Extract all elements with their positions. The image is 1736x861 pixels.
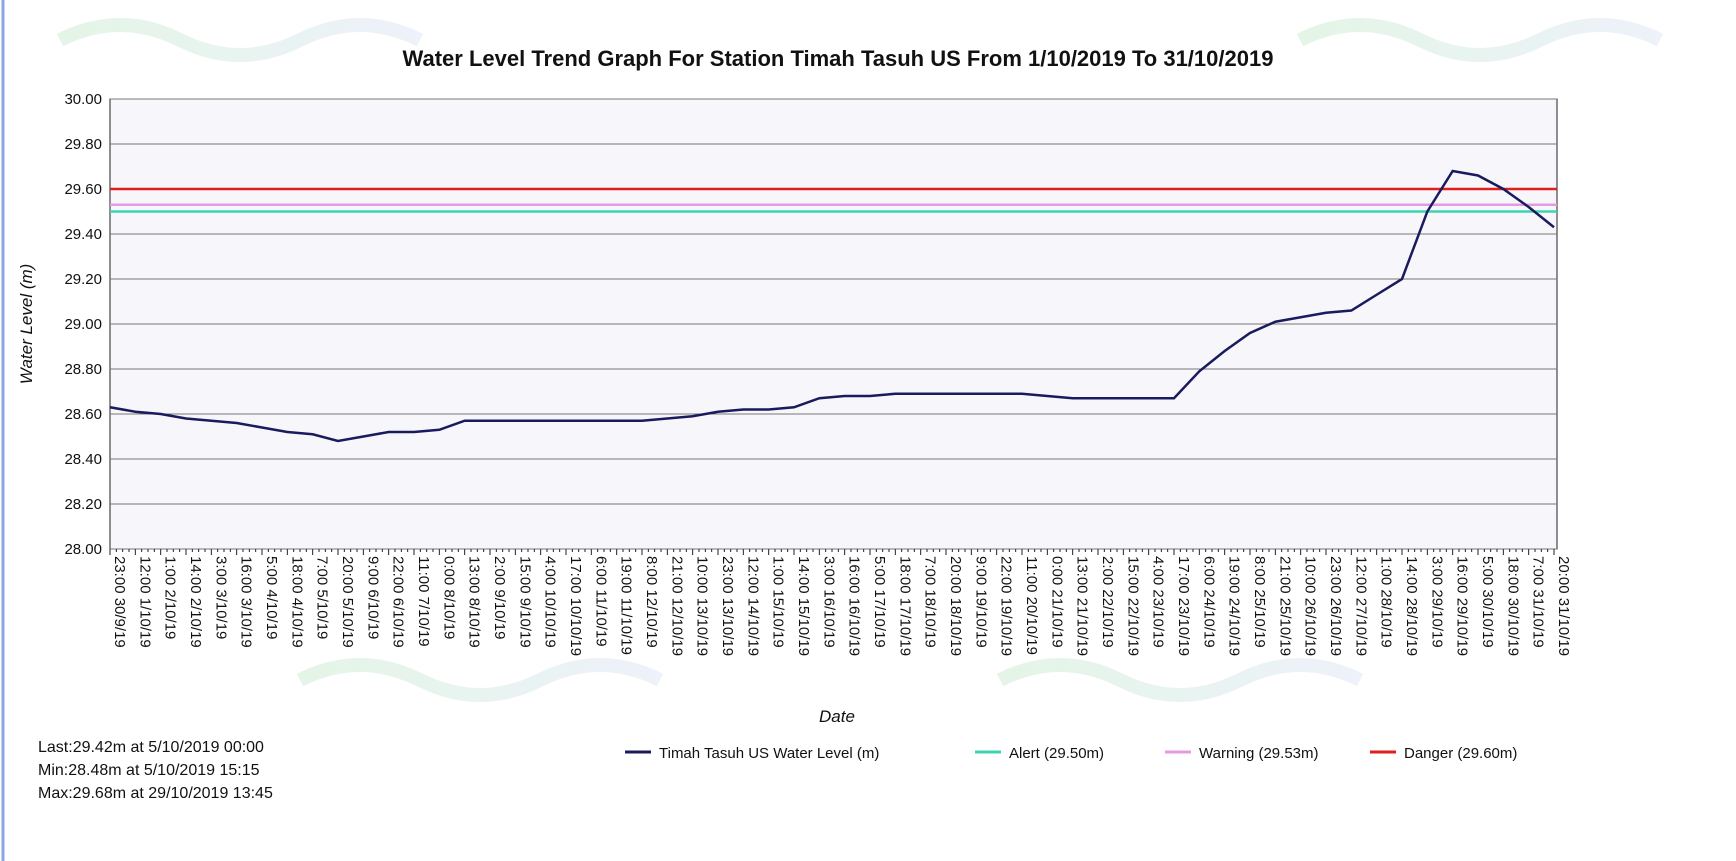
x-tick-label: 20:00 18/10/19	[947, 556, 964, 656]
annotation: Max:29.68m at 29/10/2019 13:45	[38, 785, 273, 802]
x-tick-label: 23:00 26/10/19	[1327, 556, 1344, 656]
y-tick-label: 29.60	[64, 181, 102, 198]
x-tick-label: 12:00 14/10/19	[744, 556, 761, 656]
x-tick-label: 15:00 22/10/19	[1124, 556, 1141, 656]
x-tick-label: 11:00 7/10/19	[415, 556, 432, 647]
x-tick-label: 1:00 28/10/19	[1378, 556, 1395, 648]
x-tick-label: 13:00 21/10/19	[1074, 556, 1091, 656]
x-tick-label: 16:00 3/10/19	[238, 556, 255, 648]
y-tick-label: 28.00	[64, 541, 102, 558]
x-tick-label: 7:00 31/10/19	[1530, 556, 1547, 648]
water-level-line	[109, 169, 1555, 443]
x-tick-label: 19:00 11/10/19	[618, 556, 635, 655]
y-tick-label: 28.60	[64, 406, 102, 423]
x-tick-label: 5:00 30/10/19	[1479, 556, 1496, 648]
x-tick-label: 6:00 11/10/19	[592, 556, 609, 647]
x-tick-label: 0:00 21/10/19	[1048, 556, 1065, 648]
x-tick-label: 21:00 25/10/19	[1276, 556, 1293, 656]
y-axis-label: Water Level (m)	[17, 264, 36, 385]
x-tick-label: 17:00 10/10/19	[567, 556, 584, 656]
x-tick-label: 18:00 30/10/19	[1504, 556, 1521, 656]
y-tick-label: 29.20	[64, 271, 102, 288]
x-tick-label: 8:00 25/10/19	[1251, 556, 1268, 648]
chart-title: Water Level Trend Graph For Station Tima…	[403, 46, 1274, 71]
x-tick-label: 19:00 24/10/19	[1226, 556, 1243, 656]
x-tick-label: 1:00 2/10/19	[162, 556, 179, 639]
y-tick-label: 30.00	[64, 91, 102, 108]
x-tick-label: 2:00 9/10/19	[491, 556, 508, 639]
x-tick-label: 16:00 16/10/19	[846, 556, 863, 656]
legend-label: Danger (29.60m)	[1404, 745, 1517, 762]
legend-label: Alert (29.50m)	[1009, 745, 1104, 762]
x-tick-label: 8:00 12/10/19	[643, 556, 660, 648]
x-tick-label: 17:00 23/10/19	[1175, 556, 1192, 656]
x-tick-label: 16:00 29/10/19	[1454, 556, 1471, 656]
x-tick-label: 23:00 13/10/19	[719, 556, 736, 656]
x-tick-label: 23:00 30/9/19	[111, 556, 128, 648]
x-tick-label: 20:00 31/10/19	[1555, 556, 1572, 656]
y-tick-label: 29.40	[64, 226, 102, 243]
x-tick-label: 3:00 29/10/19	[1428, 556, 1445, 648]
legend-label: Warning (29.53m)	[1199, 745, 1319, 762]
x-tick-label: 18:00 17/10/19	[896, 556, 913, 656]
x-tick-label: 1:00 15/10/19	[770, 556, 787, 648]
x-tick-label: 20:00 5/10/19	[339, 556, 356, 648]
x-tick-label: 9:00 6/10/19	[364, 556, 381, 639]
x-tick-label: 12:00 27/10/19	[1352, 556, 1369, 656]
annotation: Last:29.42m at 5/10/2019 00:00	[38, 739, 264, 756]
x-tick-label: 18:00 4/10/19	[288, 556, 305, 648]
x-tick-label: 10:00 13/10/19	[694, 556, 711, 656]
background-waves	[56, 18, 1664, 702]
y-tick-label: 29.00	[64, 316, 102, 333]
y-tick-label: 28.20	[64, 496, 102, 513]
x-tick-label: 14:00 28/10/19	[1403, 556, 1420, 656]
x-tick-label: 10:00 26/10/19	[1302, 556, 1319, 656]
x-tick-label: 0:00 8/10/19	[440, 556, 457, 639]
x-axis-label: Date	[819, 707, 855, 726]
x-tick-label: 14:00 2/10/19	[187, 556, 204, 648]
x-tick-label: 5:00 4/10/19	[263, 556, 280, 639]
y-tick-label: 29.80	[64, 136, 102, 153]
x-tick-label: 13:00 8/10/19	[466, 556, 483, 648]
x-tick-label: 5:00 17/10/19	[871, 556, 888, 648]
x-tick-label: 9:00 19/10/19	[972, 556, 989, 648]
x-tick-label: 2:00 22/10/19	[1099, 556, 1116, 648]
x-tick-label: 12:00 1/10/19	[136, 556, 153, 648]
x-tick-label: 11:00 20/10/19	[1023, 556, 1040, 655]
x-tick-label: 15:00 9/10/19	[516, 556, 533, 648]
x-tick-label: 22:00 6/10/19	[390, 556, 407, 648]
x-tick-label: 7:00 5/10/19	[314, 556, 331, 639]
x-tick-label: 22:00 19/10/19	[998, 556, 1015, 656]
annotation: Min:28.48m at 5/10/2019 15:15	[38, 762, 260, 779]
x-tick-label: 21:00 12/10/19	[668, 556, 685, 656]
x-tick-label: 14:00 15/10/19	[795, 556, 812, 656]
x-tick-label: 3:00 3/10/19	[212, 556, 229, 639]
legend-label: Timah Tasuh US Water Level (m)	[659, 745, 879, 762]
x-tick-label: 4:00 23/10/19	[1150, 556, 1167, 648]
x-tick-label: 4:00 10/10/19	[542, 556, 559, 648]
x-tick-label: 7:00 18/10/19	[922, 556, 939, 648]
x-tick-label: 3:00 16/10/19	[820, 556, 837, 648]
x-tick-label: 6:00 24/10/19	[1200, 556, 1217, 648]
y-tick-label: 28.40	[64, 451, 102, 468]
y-tick-label: 28.80	[64, 361, 102, 378]
